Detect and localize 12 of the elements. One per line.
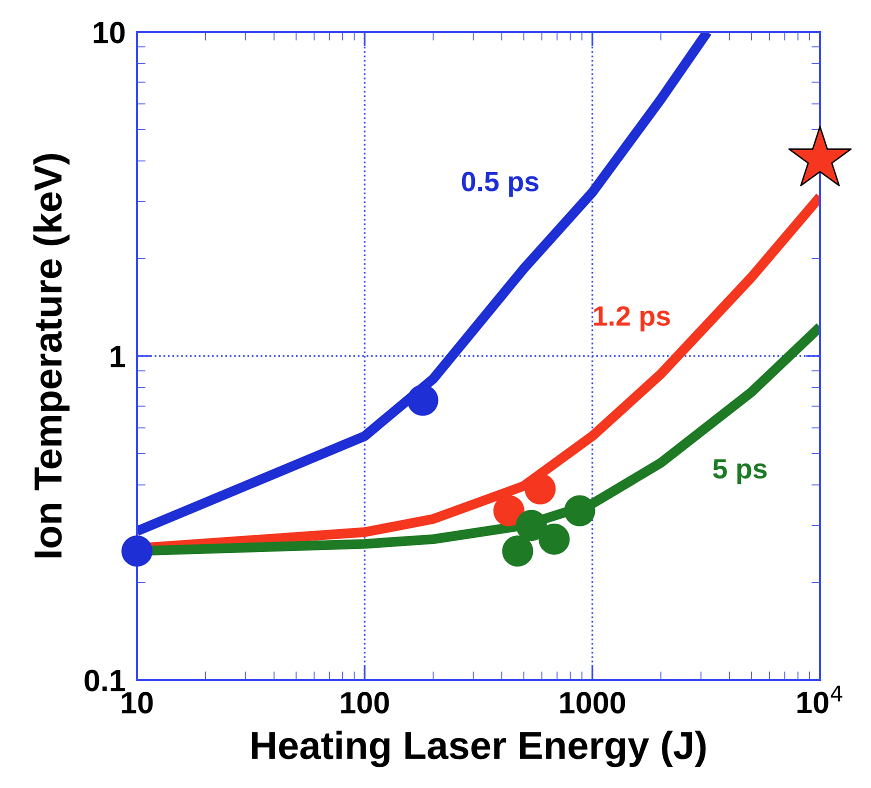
- x-tick-label: 10: [122, 692, 153, 714]
- y-tick-label: 0.1: [84, 670, 126, 692]
- series-label: 5 ps: [713, 459, 767, 484]
- x-tick-label: 10$^{4}$: [797, 686, 842, 714]
- series-label: 0.5 ps: [462, 172, 538, 197]
- y-axis-title: Ion Temperature (keV): [33, 154, 70, 558]
- x-tick-label: 100: [341, 692, 389, 714]
- y-tick-label: 10: [94, 22, 125, 44]
- x-axis-title: Heating Laser Energy (J): [252, 730, 706, 768]
- series-label: 1.2 ps: [594, 306, 670, 332]
- x-tick-label: 1000: [560, 692, 626, 714]
- y-tick-label: 1: [110, 346, 126, 368]
